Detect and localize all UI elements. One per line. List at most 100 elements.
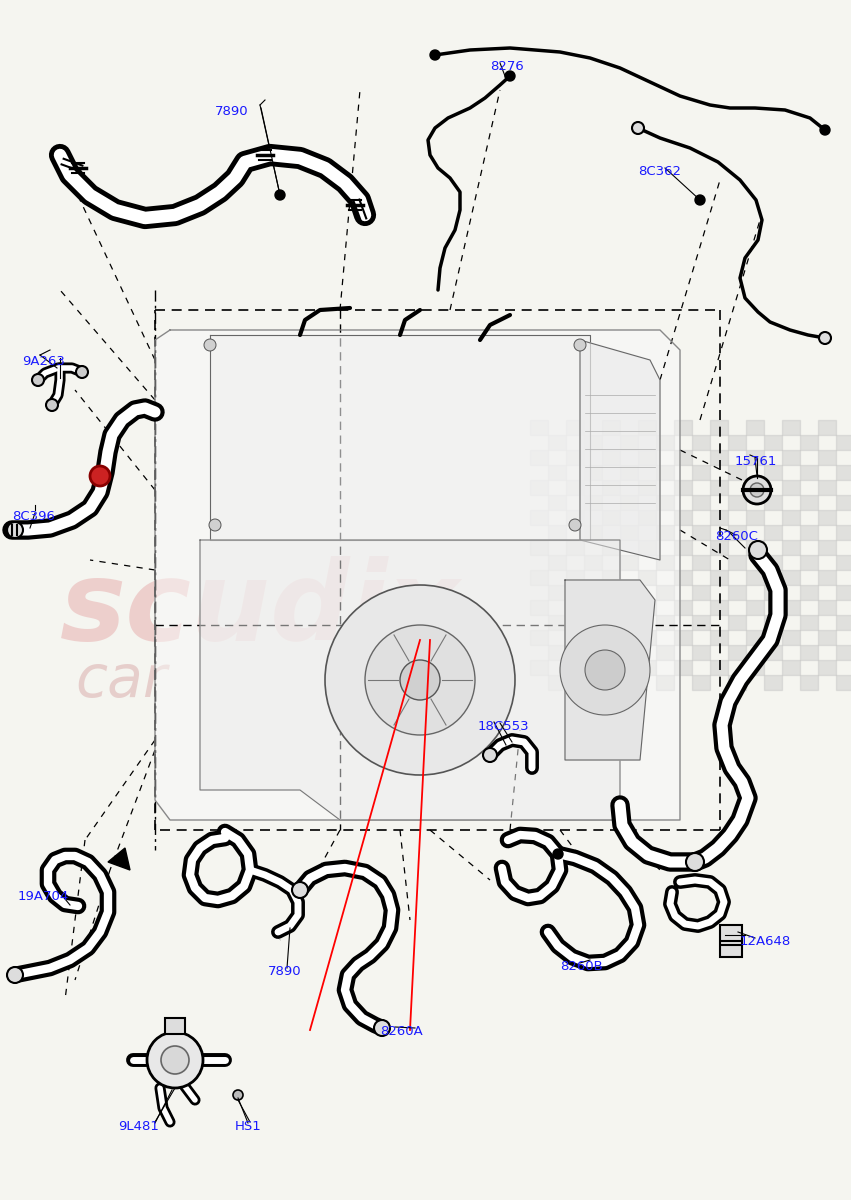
Bar (620, 494, 638, 510)
Bar (692, 674, 710, 690)
Bar (638, 450, 656, 464)
Bar (710, 570, 728, 584)
Circle shape (90, 466, 110, 486)
Bar (764, 646, 782, 660)
Text: 12A648: 12A648 (740, 935, 791, 948)
Bar (710, 450, 728, 464)
Bar (764, 434, 782, 450)
Bar (566, 600, 584, 614)
Bar (548, 526, 566, 540)
Bar (674, 600, 692, 614)
Bar (620, 614, 638, 630)
Circle shape (686, 853, 704, 871)
Bar (710, 480, 728, 494)
Bar (602, 660, 620, 674)
Bar (620, 554, 638, 570)
Bar (836, 584, 851, 600)
Bar (836, 526, 851, 540)
Bar (692, 584, 710, 600)
Bar (728, 464, 746, 480)
Circle shape (585, 650, 625, 690)
Bar (566, 450, 584, 464)
Bar (728, 646, 746, 660)
Bar (566, 480, 584, 494)
Bar (620, 674, 638, 690)
Bar (818, 540, 836, 554)
Bar (584, 526, 602, 540)
Polygon shape (580, 340, 660, 560)
Bar (656, 646, 674, 660)
Bar (656, 526, 674, 540)
Circle shape (7, 522, 23, 538)
Bar (566, 570, 584, 584)
Bar (746, 510, 764, 526)
Polygon shape (200, 540, 620, 820)
Bar (800, 494, 818, 510)
Bar (530, 420, 548, 434)
Bar (764, 584, 782, 600)
Bar (638, 570, 656, 584)
Bar (548, 434, 566, 450)
Bar (746, 570, 764, 584)
Bar (720, 925, 742, 958)
Circle shape (204, 338, 216, 350)
Circle shape (560, 625, 650, 715)
Bar (674, 480, 692, 494)
Text: 8C396: 8C396 (12, 510, 54, 523)
Circle shape (553, 850, 563, 859)
Bar (674, 660, 692, 674)
Bar (530, 630, 548, 646)
Bar (782, 600, 800, 614)
Polygon shape (108, 848, 130, 870)
Bar (746, 540, 764, 554)
Bar (620, 584, 638, 600)
Circle shape (483, 748, 497, 762)
Bar (602, 420, 620, 434)
Text: 15761: 15761 (735, 455, 777, 468)
Circle shape (365, 625, 475, 734)
Circle shape (46, 398, 58, 410)
Bar (764, 464, 782, 480)
Bar (746, 600, 764, 614)
Bar (656, 674, 674, 690)
Bar (710, 540, 728, 554)
Bar (800, 646, 818, 660)
Circle shape (292, 882, 308, 898)
Bar (656, 584, 674, 600)
Bar (674, 450, 692, 464)
Circle shape (32, 374, 44, 386)
Bar (674, 510, 692, 526)
Bar (692, 614, 710, 630)
Text: 8260C: 8260C (715, 530, 758, 542)
Bar (548, 614, 566, 630)
Bar (836, 674, 851, 690)
Bar (620, 464, 638, 480)
Bar (728, 614, 746, 630)
Text: HS1: HS1 (235, 1120, 262, 1133)
Circle shape (275, 190, 285, 200)
Bar (764, 526, 782, 540)
Bar (710, 660, 728, 674)
Bar (530, 660, 548, 674)
Bar (638, 600, 656, 614)
Bar (638, 480, 656, 494)
Bar (710, 510, 728, 526)
Text: 18C553: 18C553 (478, 720, 529, 733)
Circle shape (695, 194, 705, 205)
Bar (728, 526, 746, 540)
Bar (818, 510, 836, 526)
Circle shape (505, 71, 515, 80)
Bar (548, 554, 566, 570)
Text: scudix: scudix (60, 557, 460, 664)
Circle shape (569, 518, 581, 530)
Bar (602, 510, 620, 526)
Bar (728, 494, 746, 510)
Text: 9L481: 9L481 (118, 1120, 159, 1133)
Bar (818, 660, 836, 674)
Bar (638, 540, 656, 554)
Bar (566, 660, 584, 674)
Bar (818, 600, 836, 614)
Text: car: car (75, 652, 167, 708)
Bar (656, 464, 674, 480)
Bar (800, 614, 818, 630)
